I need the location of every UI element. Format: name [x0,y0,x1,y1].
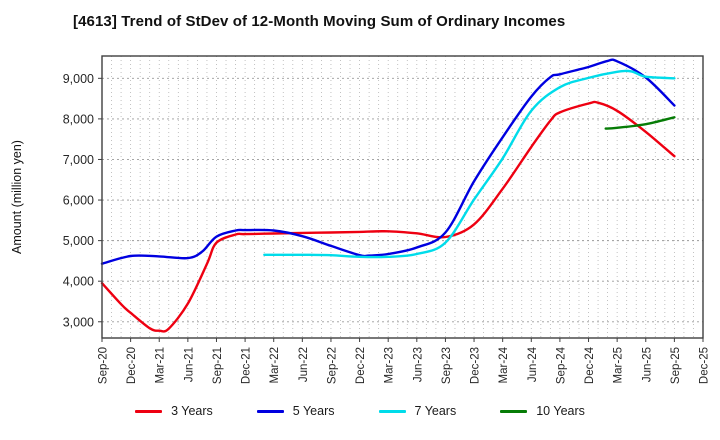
y-tick-label: 5,000 [63,234,94,248]
x-tick-label: Sep-24 [555,346,567,384]
x-tick-label: Dec-23 [470,347,482,384]
y-tick-label: 6,000 [63,194,94,208]
x-tick-label: Dec-22 [355,347,367,384]
x-tick-label: Mar-21 [155,347,167,383]
x-tick-label: Sep-20 [98,347,110,384]
series-line-5-years [100,58,676,265]
legend-label-7-years: 7 Years [414,404,457,418]
legend-item-10-years: 10 Years [500,404,585,418]
series-line-7-years [263,69,676,259]
legend-swatch-10-years [500,409,528,413]
x-tick-label: Jun-22 [298,347,310,382]
y-tick-label: 3,000 [63,315,94,329]
legend-label-10-years: 10 Years [536,404,585,418]
x-tick-label: Sep-23 [441,347,453,384]
y-tick-label: 7,000 [63,153,94,167]
x-tick-label: Jun-23 [412,347,424,382]
y-tick-label: 9,000 [63,72,94,86]
x-tick-label: Sep-22 [326,347,338,384]
x-tick-label: Dec-20 [126,347,138,384]
plot-frame [101,55,704,339]
y-tick-label: 4,000 [63,275,94,289]
legend-swatch-7-years [378,409,406,413]
x-tick-label: Jun-21 [183,347,195,382]
x-tick-label: Dec-25 [699,347,711,384]
x-tick-label: Mar-25 [613,347,625,383]
legend-swatch-3-years [135,409,163,413]
legend-item-7-years: 7 Years [378,404,457,418]
legend-item-3-years: 3 Years [135,404,213,418]
x-tick-label: Mar-22 [269,347,281,383]
x-tick-label: Mar-24 [498,346,510,383]
x-tick-label: Sep-25 [670,347,682,384]
y-tick-label: 8,000 [63,112,94,126]
legend: 3 Years 5 Years 7 Years 10 Years [0,404,720,418]
legend-label-5-years: 5 Years [292,404,335,418]
x-tick-label: Sep-21 [212,347,224,384]
legend-swatch-5-years [256,409,284,413]
legend-item-5-years: 5 Years [256,404,335,418]
chart-title: [4613] Trend of StDev of 12-Month Moving… [73,13,566,30]
series-line-10-years [604,116,676,130]
x-tick-label: Dec-21 [241,347,253,384]
legend-label-3-years: 3 Years [171,404,213,418]
x-tick-label: Mar-23 [384,347,396,383]
x-tick-label: Dec-24 [584,346,596,384]
x-tick-label: Jun-24 [527,346,539,382]
series-line-3-years [100,100,676,333]
x-tick-label: Jun-25 [641,347,653,382]
